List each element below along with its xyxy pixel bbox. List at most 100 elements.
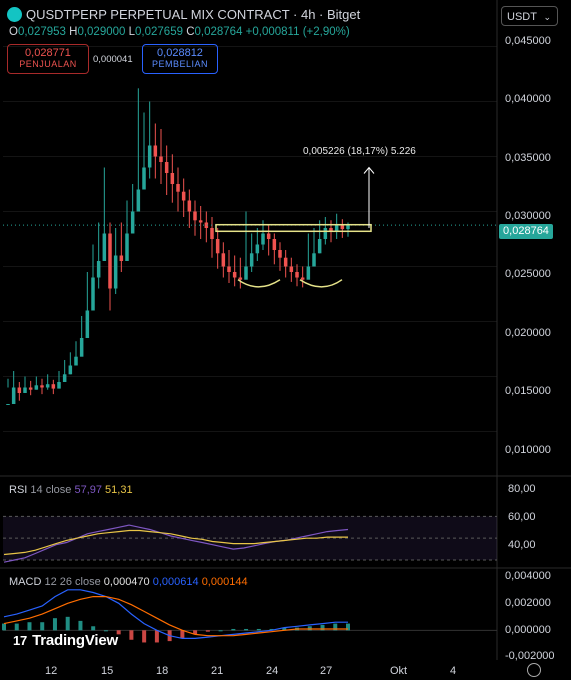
macd-histogram-bar	[205, 630, 210, 632]
buy-button[interactable]: 0,028812 PEMBELIAN	[142, 44, 218, 74]
candle-body	[227, 266, 231, 272]
candle-body	[68, 365, 73, 375]
macd-histogram-bar	[52, 618, 57, 631]
macd-line	[3, 589, 348, 640]
candle-body	[193, 211, 197, 221]
rsi-ma-line	[3, 529, 348, 556]
price-tick: 0,025000	[505, 268, 551, 280]
currency-select[interactable]: USDT ⌄	[501, 6, 558, 26]
macd-title: MACD	[9, 576, 42, 588]
candle-body	[45, 384, 50, 388]
macd-histogram-bar	[129, 630, 134, 640]
buy-price: 0,028812	[157, 47, 203, 59]
macd-tick: 0,004000	[505, 570, 551, 582]
candle-body	[340, 224, 345, 230]
macd-line-value: 0,000614	[152, 576, 199, 588]
sell-price: 0,028771	[25, 47, 71, 59]
close-label: C	[186, 26, 195, 38]
candle-body	[125, 233, 129, 261]
macd-histogram-bar	[256, 628, 261, 631]
macd-histogram-bar	[14, 623, 19, 631]
price-tick: 0,040000	[505, 93, 551, 105]
tradingview-logo[interactable]: 17 TradingView	[13, 632, 118, 649]
chevron-down-icon: ⌄	[543, 12, 551, 22]
measure-arrow-head	[363, 166, 375, 174]
candle-body	[102, 233, 107, 261]
candle-body	[17, 387, 22, 393]
price-tick: 0,010000	[505, 444, 551, 456]
candle-body	[142, 167, 146, 190]
low-label: L	[128, 26, 136, 38]
candle-body	[300, 277, 305, 280]
exchange-logo-icon	[7, 7, 22, 22]
candle-body	[295, 272, 299, 278]
close-value: 0,028764	[194, 26, 243, 38]
candle-body	[119, 255, 124, 261]
macd-histogram-bar	[116, 630, 121, 635]
rsi-legend[interactable]: RSI 14 close 57,97 51,31	[9, 484, 133, 496]
tradingview-mark-icon: 17	[13, 633, 28, 648]
candle-body	[232, 272, 237, 278]
candle-body	[91, 277, 95, 311]
rsi-params: 14 close	[30, 484, 72, 496]
macd-histogram-bar	[244, 628, 249, 631]
bottom-arc-left	[237, 279, 281, 288]
high-label: H	[69, 26, 78, 38]
time-tick: 15	[101, 665, 114, 677]
settings-gear-icon[interactable]	[527, 663, 541, 677]
resistance-box	[215, 223, 372, 233]
price-tick: 0,030000	[505, 210, 551, 222]
candle-body	[266, 233, 271, 239]
last-price-tag: 0,028764	[499, 224, 553, 239]
measure-label: 0,005226 (18,17%) 5.226	[303, 146, 416, 157]
rsi-value: 57,97	[74, 484, 102, 496]
macd-histogram-bar	[91, 626, 96, 631]
macd-histogram-bar	[40, 622, 45, 631]
macd-hist-value: 0,000470	[103, 576, 150, 588]
macd-params: 12 26 close	[44, 576, 101, 588]
candle-body	[176, 184, 180, 192]
macd-legend[interactable]: MACD 12 26 close 0,000470 0,000614 0,000…	[9, 576, 248, 588]
macd-histogram-bar	[346, 623, 350, 631]
candle-body	[249, 253, 254, 267]
candle-body	[283, 257, 288, 267]
macd-tick: 0,000000	[505, 624, 551, 636]
macd-histogram-bar	[27, 622, 32, 631]
candle-body	[79, 338, 84, 357]
candle-body	[136, 189, 141, 212]
candle-body	[204, 222, 209, 228]
candle-body	[113, 255, 118, 289]
buy-label: PEMBELIAN	[151, 59, 209, 69]
candle-body	[130, 211, 135, 234]
candle-body	[215, 239, 220, 254]
candle-body	[261, 233, 265, 245]
macd-histogram-bar	[282, 627, 287, 631]
price-tick: 0,045000	[505, 35, 551, 47]
rsi-title: RSI	[9, 484, 28, 496]
time-tick: 4	[450, 665, 457, 677]
rsi-ma-value: 51,31	[105, 484, 133, 496]
candle-body	[198, 220, 203, 223]
candle-body	[317, 239, 322, 254]
candle-body	[238, 277, 243, 280]
change-value: +0,000811 (+2,90%)	[245, 26, 350, 38]
candle-body	[108, 233, 112, 289]
sell-button[interactable]: 0,028771 PENJUALAN	[7, 44, 89, 74]
time-tick: 27	[320, 665, 333, 677]
macd-histogram-bar	[103, 630, 108, 632]
macd-histogram-bar	[142, 630, 147, 643]
candle-body	[170, 173, 175, 184]
macd-histogram-bar	[218, 630, 223, 632]
candle-body	[96, 261, 101, 278]
bottom-arc-right	[299, 279, 343, 288]
tradingview-name: TradingView	[32, 632, 118, 649]
price-tick: 0,035000	[505, 152, 551, 164]
candle-body	[255, 244, 260, 254]
macd-tick: 0,002000	[505, 597, 551, 609]
candle-body	[187, 200, 192, 212]
macd-histogram-bar	[65, 616, 70, 631]
candle-body	[6, 404, 10, 405]
macd-histogram-bar	[269, 628, 274, 631]
symbol-title[interactable]: QUSDTPERP PERPETUAL MIX CONTRACT · 4h · …	[26, 7, 361, 22]
